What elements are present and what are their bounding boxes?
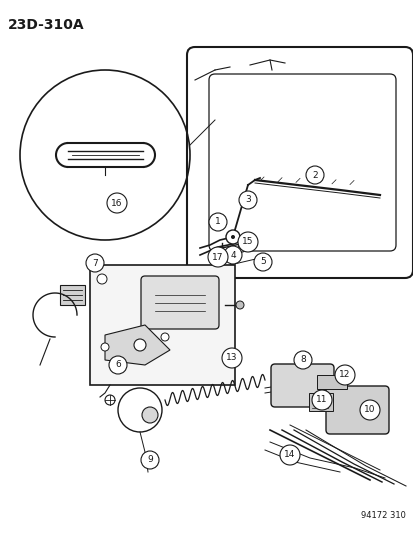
- Circle shape: [359, 400, 379, 420]
- FancyBboxPatch shape: [325, 386, 388, 434]
- Text: 6: 6: [115, 360, 121, 369]
- Circle shape: [207, 247, 228, 267]
- Circle shape: [237, 244, 245, 252]
- Circle shape: [105, 395, 115, 405]
- Text: 7: 7: [92, 259, 97, 268]
- Circle shape: [107, 193, 127, 213]
- Circle shape: [311, 390, 331, 410]
- Circle shape: [230, 235, 235, 239]
- Circle shape: [235, 301, 243, 309]
- Circle shape: [109, 356, 127, 374]
- Circle shape: [279, 445, 299, 465]
- Text: 10: 10: [363, 406, 375, 415]
- Text: 4: 4: [230, 251, 235, 260]
- Text: 12: 12: [339, 370, 350, 379]
- Text: 3: 3: [244, 196, 250, 205]
- Text: 14: 14: [284, 450, 295, 459]
- Circle shape: [141, 451, 159, 469]
- Circle shape: [237, 232, 257, 252]
- Circle shape: [161, 333, 169, 341]
- Polygon shape: [105, 325, 170, 365]
- Text: 17: 17: [212, 253, 223, 262]
- Circle shape: [86, 254, 104, 272]
- Circle shape: [225, 230, 240, 244]
- Text: 16: 16: [111, 198, 122, 207]
- Text: 5: 5: [259, 257, 265, 266]
- Circle shape: [142, 407, 158, 423]
- Circle shape: [209, 213, 226, 231]
- Circle shape: [305, 166, 323, 184]
- FancyBboxPatch shape: [141, 276, 218, 329]
- Circle shape: [221, 348, 242, 368]
- Polygon shape: [60, 285, 85, 305]
- Text: 15: 15: [242, 238, 253, 246]
- Text: 8: 8: [299, 356, 305, 365]
- Circle shape: [238, 191, 256, 209]
- Text: 94172 310: 94172 310: [360, 511, 405, 520]
- Circle shape: [254, 253, 271, 271]
- Circle shape: [223, 246, 242, 264]
- Text: 9: 9: [147, 456, 152, 464]
- Circle shape: [293, 351, 311, 369]
- Circle shape: [134, 339, 146, 351]
- Circle shape: [334, 365, 354, 385]
- Text: 23D-310A: 23D-310A: [8, 18, 84, 32]
- FancyBboxPatch shape: [271, 364, 333, 407]
- Text: 2: 2: [311, 171, 317, 180]
- Text: 11: 11: [316, 395, 327, 405]
- Text: 1: 1: [215, 217, 221, 227]
- FancyBboxPatch shape: [308, 393, 332, 411]
- FancyBboxPatch shape: [90, 265, 235, 385]
- Circle shape: [20, 70, 190, 240]
- Circle shape: [101, 343, 109, 351]
- FancyBboxPatch shape: [316, 375, 346, 389]
- Circle shape: [97, 274, 107, 284]
- Text: 13: 13: [225, 353, 237, 362]
